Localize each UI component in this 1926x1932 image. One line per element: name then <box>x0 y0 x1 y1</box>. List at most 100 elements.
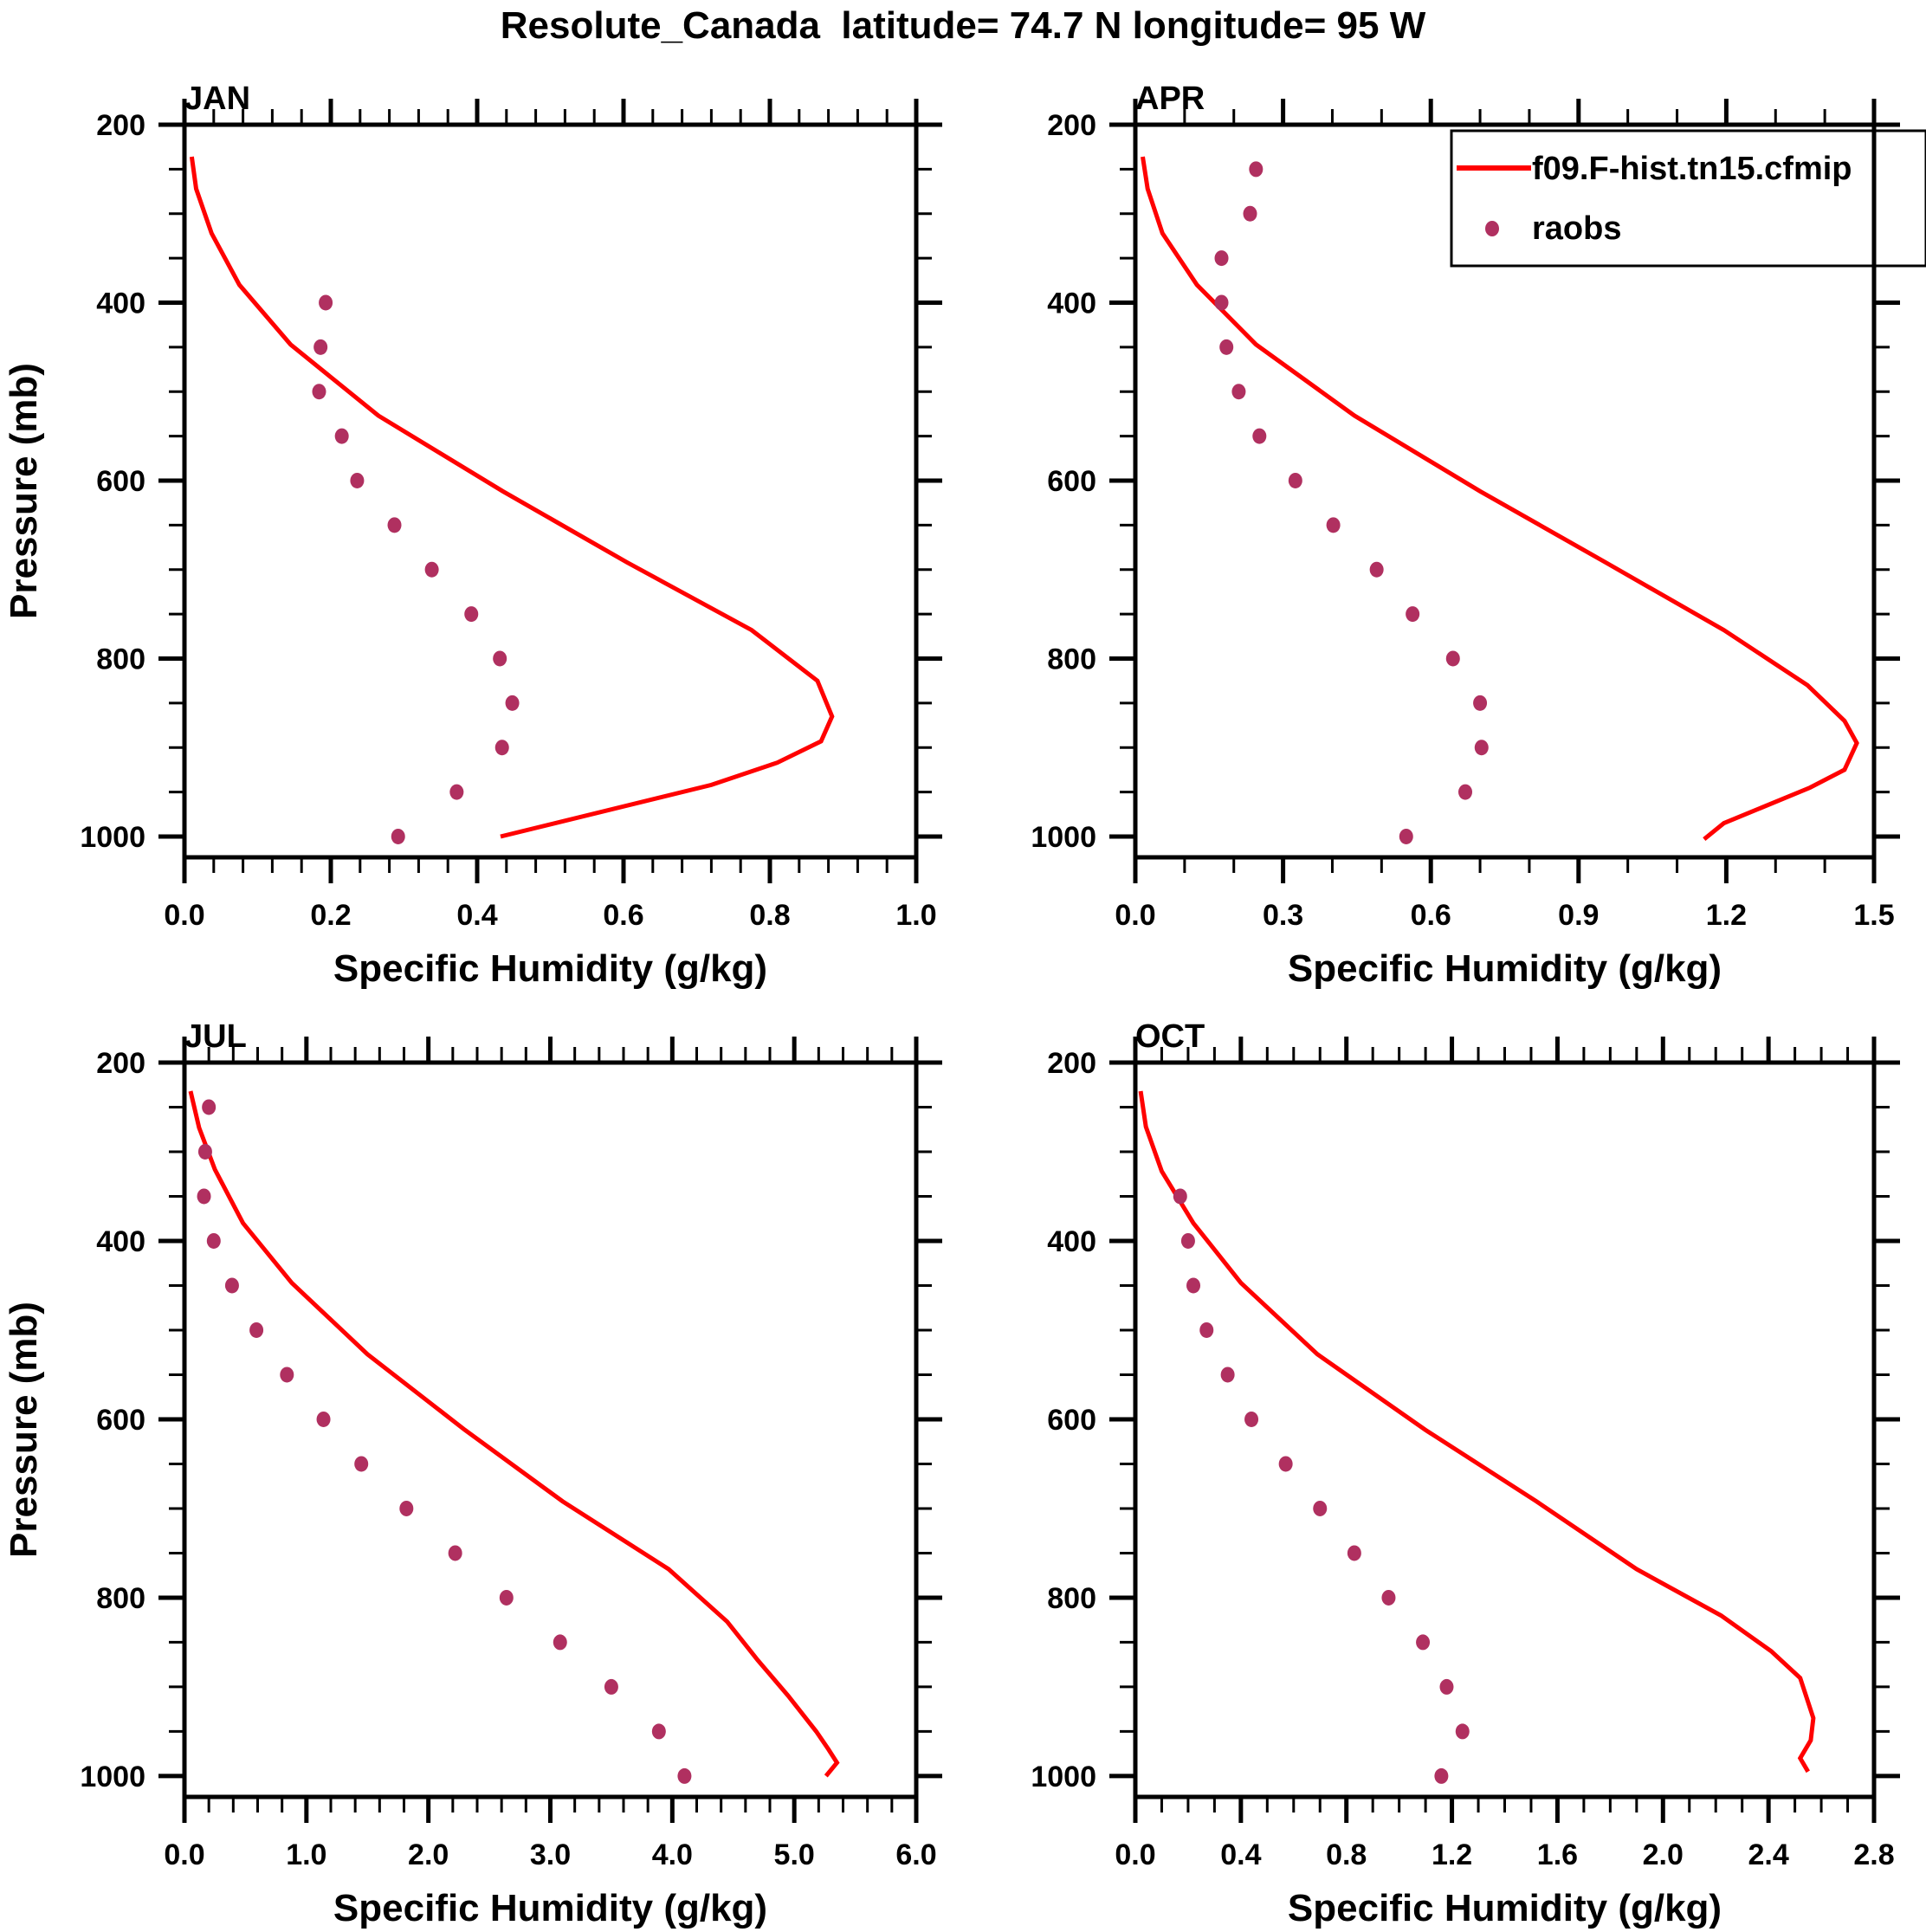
panel-label: APR <box>1135 81 1205 117</box>
x-tick-label: 0.4 <box>456 899 497 932</box>
legend-label: f09.F-hist.tn15.cfmip <box>1532 151 1852 187</box>
x-axis-title: Specific Humidity (g/kg) <box>1288 1887 1722 1929</box>
plot-frame <box>182 122 919 860</box>
x-tick-label: 1.2 <box>1706 899 1747 932</box>
y-tick-label: 800 <box>96 643 145 675</box>
obs-point <box>1445 650 1460 667</box>
obs-point <box>312 384 326 400</box>
obs-point <box>651 1723 666 1740</box>
figure-title: Resolute_Canada latitude= 74.7 N longitu… <box>501 4 1426 47</box>
x-tick-label: 1.0 <box>895 899 936 932</box>
plot-frame <box>182 1060 919 1800</box>
y-tick-label: 200 <box>1047 109 1096 142</box>
x-tick-label: 0.3 <box>1263 899 1303 932</box>
obs-point <box>494 740 509 756</box>
obs-point <box>677 1767 692 1784</box>
x-tick-label: 0.0 <box>164 1838 204 1871</box>
obs-point <box>505 695 520 711</box>
x-tick-label: 0.6 <box>603 899 643 932</box>
obs-point <box>424 561 439 578</box>
obs-point <box>1326 517 1341 533</box>
obs-point <box>449 784 464 800</box>
obs-point <box>1219 339 1234 355</box>
legend: f09.F-hist.tn15.cfmip raobs <box>1450 129 1926 268</box>
obs-point <box>350 472 365 488</box>
x-tick-label: 0.6 <box>1411 899 1451 932</box>
obs-point <box>1416 1634 1431 1651</box>
obs-point <box>197 1188 211 1205</box>
x-tick-label: 1.0 <box>286 1838 326 1871</box>
panel-label: JAN <box>184 81 250 117</box>
x-tick-label: 1.5 <box>1853 899 1894 932</box>
panel-label: OCT <box>1135 1018 1205 1055</box>
obs-point <box>1347 1545 1361 1561</box>
x-tick-label: 6.0 <box>895 1838 936 1871</box>
obs-point <box>1288 472 1302 488</box>
y-tick-label: 400 <box>1047 1225 1096 1258</box>
obs-point <box>319 294 333 311</box>
y-tick-label: 600 <box>1047 1404 1096 1437</box>
panel-jan: JAN 200 400 600 800 1000 0.0 0.2 0.4 0.6 0.8 1.0 Spe… <box>3 81 942 990</box>
x-tick-label: 0.8 <box>1326 1838 1367 1871</box>
model-line <box>188 1090 840 1778</box>
x-tick-label: 0.0 <box>1115 1838 1155 1871</box>
obs-point <box>464 606 479 623</box>
obs-point <box>1231 384 1246 400</box>
obs-point <box>604 1678 618 1695</box>
x-tick-label: 0.2 <box>310 899 351 932</box>
obs-point <box>313 339 328 355</box>
obs-point <box>391 828 405 844</box>
y-tick-label: 600 <box>96 1404 145 1437</box>
x-tick-label: 1.2 <box>1432 1838 1472 1871</box>
x-tick-label: 0.4 <box>1220 1838 1261 1871</box>
obs-point <box>1473 695 1488 711</box>
legend-box <box>1450 129 1926 268</box>
obs-point <box>1458 784 1473 800</box>
y-tick-label: 1000 <box>80 1761 145 1793</box>
obs-point <box>1406 606 1420 623</box>
legend-label: raobs <box>1532 210 1621 247</box>
x-tick-label: 1.6 <box>1537 1838 1578 1871</box>
panel-apr: APR 200 400 600 800 1000 0.0 0.3 0.6 0.9 1.2 1.5 Spe… <box>1031 81 1926 990</box>
obs-point <box>316 1411 331 1427</box>
legend-marker-swatch <box>1485 221 1499 236</box>
x-tick-label: 5.0 <box>774 1838 815 1871</box>
obs-point <box>1220 1367 1235 1383</box>
y-axis-title: Pressure (mb) <box>3 363 45 619</box>
obs-point <box>334 428 349 444</box>
obs-point <box>280 1367 294 1383</box>
obs-point <box>249 1321 264 1338</box>
model-line <box>189 156 835 839</box>
obs-point <box>1199 1321 1214 1338</box>
y-tick-label: 400 <box>96 287 145 320</box>
y-tick-label: 1000 <box>1031 821 1096 854</box>
obs-point <box>1434 1767 1449 1784</box>
y-tick-label: 600 <box>96 465 145 498</box>
x-tick-label: 4.0 <box>652 1838 693 1871</box>
y-tick-label: 200 <box>96 1047 145 1080</box>
obs-point <box>1474 740 1489 756</box>
obs-point <box>206 1232 221 1249</box>
obs-point <box>1439 1678 1454 1695</box>
y-tick-label: 800 <box>1047 643 1096 675</box>
obs-point <box>1455 1723 1470 1740</box>
panel-label: JUL <box>184 1018 247 1055</box>
model-line <box>1138 1090 1816 1774</box>
x-tick-label: 0.0 <box>164 899 204 932</box>
obs-point <box>499 1589 514 1606</box>
x-tick-label: 3.0 <box>530 1838 571 1871</box>
y-tick-label: 400 <box>96 1225 145 1258</box>
y-tick-label: 800 <box>96 1582 145 1615</box>
plot-frame <box>1133 122 1877 860</box>
obs-point <box>399 1500 414 1516</box>
panel-oct: OCT 200 400 600 800 1000 0.0 0.4 0.8 1.2 1.6 2.0 2.4… <box>1031 1018 1900 1929</box>
plot-frame <box>1133 1060 1877 1800</box>
panels: JAN 200 400 600 800 1000 0.0 0.2 0.4 0.6 0.8 1.0 Spe… <box>3 81 1926 1929</box>
x-tick-label: 2.4 <box>1748 1838 1789 1871</box>
y-tick-label: 200 <box>1047 1047 1096 1080</box>
obs-point <box>1278 1456 1293 1472</box>
obs-point <box>1214 250 1229 267</box>
obs-point <box>202 1099 217 1115</box>
obs-point <box>1249 161 1264 178</box>
y-tick-label: 600 <box>1047 465 1096 498</box>
